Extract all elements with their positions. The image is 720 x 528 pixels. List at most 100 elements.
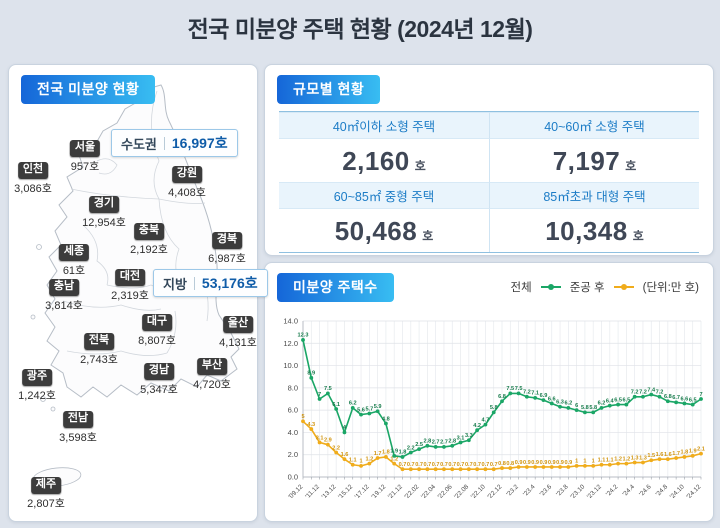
svg-text:'23.4: '23.4 (522, 483, 537, 498)
svg-text:'23.10: '23.10 (569, 483, 586, 500)
region-label-대구: 대구 8,807호 (138, 314, 176, 348)
svg-text:0.8: 0.8 (498, 461, 506, 467)
metro-total-box-지방: 지방 53,176호 (153, 269, 268, 297)
svg-text:0.7: 0.7 (465, 462, 473, 468)
map-panel-header: 전국 미분양 현황 (21, 75, 156, 104)
svg-text:1: 1 (583, 459, 586, 465)
region-value: 5,347호 (140, 383, 178, 396)
region-name-badge: 충남 (48, 279, 80, 296)
svg-text:2.2: 2.2 (407, 445, 415, 451)
scale-value-mid-60-85: 50,468 호 (279, 209, 489, 252)
svg-text:1.9: 1.9 (689, 449, 697, 455)
svg-text:0.0: 0.0 (288, 473, 298, 482)
svg-text:0.7: 0.7 (399, 462, 407, 468)
svg-text:12.0: 12.0 (283, 339, 298, 348)
svg-text:'22.04: '22.04 (420, 483, 437, 500)
page-title: 전국 미분양 주택 현황 (2024년 12월) (187, 16, 533, 42)
svg-text:4.2: 4.2 (473, 423, 481, 429)
svg-text:2.2: 2.2 (332, 445, 340, 451)
svg-text:0.9: 0.9 (523, 460, 531, 466)
svg-text:5.7: 5.7 (365, 406, 373, 412)
svg-text:7.2: 7.2 (656, 390, 664, 396)
svg-text:1.3: 1.3 (631, 455, 639, 461)
svg-text:2.8: 2.8 (423, 439, 431, 445)
svg-text:1.2: 1.2 (390, 456, 398, 462)
svg-text:2.5: 2.5 (415, 442, 423, 448)
svg-text:'23.6: '23.6 (539, 483, 554, 498)
svg-text:1.6: 1.6 (656, 452, 664, 458)
svg-text:1.8: 1.8 (681, 450, 689, 456)
svg-text:'22.06: '22.06 (437, 483, 454, 500)
region-value: 3,086호 (14, 182, 52, 195)
region-value: 4,408호 (168, 186, 206, 199)
svg-text:'22.02: '22.02 (403, 483, 420, 500)
svg-text:7.2: 7.2 (631, 390, 639, 396)
region-value: 12,954호 (82, 216, 126, 229)
svg-text:1.6: 1.6 (664, 452, 672, 458)
scale-value-number: 2,160 (342, 146, 410, 176)
svg-text:1: 1 (575, 459, 578, 465)
svg-text:4: 4 (343, 425, 347, 431)
svg-text:1.2: 1.2 (365, 456, 373, 462)
region-value: 61호 (62, 264, 86, 277)
svg-text:'13.12: '13.12 (320, 483, 337, 500)
svg-text:'09.12: '09.12 (287, 483, 304, 500)
unit-label: 호 (625, 159, 637, 173)
svg-text:6.2: 6.2 (598, 401, 606, 407)
svg-text:1.2: 1.2 (622, 456, 630, 462)
svg-text:1.2: 1.2 (614, 456, 622, 462)
legend-completed-marker-icon (613, 284, 634, 290)
svg-text:6.7: 6.7 (672, 395, 680, 401)
region-label-서울: 서울 957호 (69, 140, 101, 174)
svg-text:6.3: 6.3 (556, 400, 564, 406)
svg-text:10.0: 10.0 (283, 361, 298, 370)
region-label-인천: 인천 3,086호 (14, 162, 52, 196)
region-name-badge: 제주 (30, 477, 62, 494)
svg-text:6.9: 6.9 (540, 393, 548, 399)
svg-text:0.9: 0.9 (540, 460, 548, 466)
region-name-badge: 부산 (196, 358, 228, 375)
svg-text:'22.12: '22.12 (486, 483, 503, 500)
region-name-badge: 서울 (69, 140, 101, 157)
region-label-경남: 경남 5,347호 (140, 363, 178, 397)
legend-total-label: 전체 (510, 282, 532, 294)
svg-text:1: 1 (592, 459, 595, 465)
metro-label: 지방 (163, 276, 187, 292)
svg-text:'22.08: '22.08 (453, 483, 470, 500)
svg-text:6.1: 6.1 (332, 402, 340, 408)
svg-text:1.8: 1.8 (399, 450, 407, 456)
unit-label: 호 (632, 229, 644, 243)
region-label-광주: 광주 1,242호 (18, 369, 56, 403)
svg-text:7.2: 7.2 (523, 390, 531, 396)
svg-text:0.7: 0.7 (415, 462, 423, 468)
region-name-badge: 울산 (222, 316, 254, 333)
svg-text:0.9: 0.9 (548, 460, 556, 466)
svg-text:7.5: 7.5 (506, 386, 514, 392)
region-label-대전: 대전 2,319호 (111, 269, 149, 303)
svg-text:6.4: 6.4 (606, 398, 615, 404)
region-value: 957호 (70, 160, 100, 173)
svg-text:0.9: 0.9 (531, 460, 539, 466)
region-name-badge: 세종 (58, 244, 90, 261)
legend-total-marker-icon (540, 284, 561, 290)
region-name-badge: 경기 (88, 196, 120, 213)
svg-text:4.3: 4.3 (307, 422, 315, 428)
region-value: 4,720호 (193, 378, 231, 391)
svg-text:1: 1 (359, 459, 362, 465)
svg-text:6.6: 6.6 (681, 396, 689, 402)
svg-text:'24.10: '24.10 (669, 483, 686, 500)
svg-text:2.7: 2.7 (432, 440, 440, 446)
region-value: 2,192호 (130, 243, 168, 256)
scale-panel-header: 규모별 현황 (277, 75, 381, 104)
svg-text:4.7: 4.7 (482, 417, 490, 423)
region-label-전남: 전남 3,598호 (59, 411, 97, 445)
svg-text:6.6: 6.6 (548, 396, 556, 402)
scale-value-large-over85: 10,348 호 (489, 209, 699, 252)
svg-text:0.7: 0.7 (490, 462, 498, 468)
trend-chart: 0.02.04.06.08.010.012.014.0'09.12'11.12 '… (283, 317, 705, 501)
region-label-전북: 전북 2,743호 (80, 333, 118, 367)
svg-text:7.1: 7.1 (531, 391, 539, 397)
separator (193, 276, 195, 290)
svg-text:7.2: 7.2 (639, 390, 647, 396)
svg-text:0.7: 0.7 (482, 462, 490, 468)
